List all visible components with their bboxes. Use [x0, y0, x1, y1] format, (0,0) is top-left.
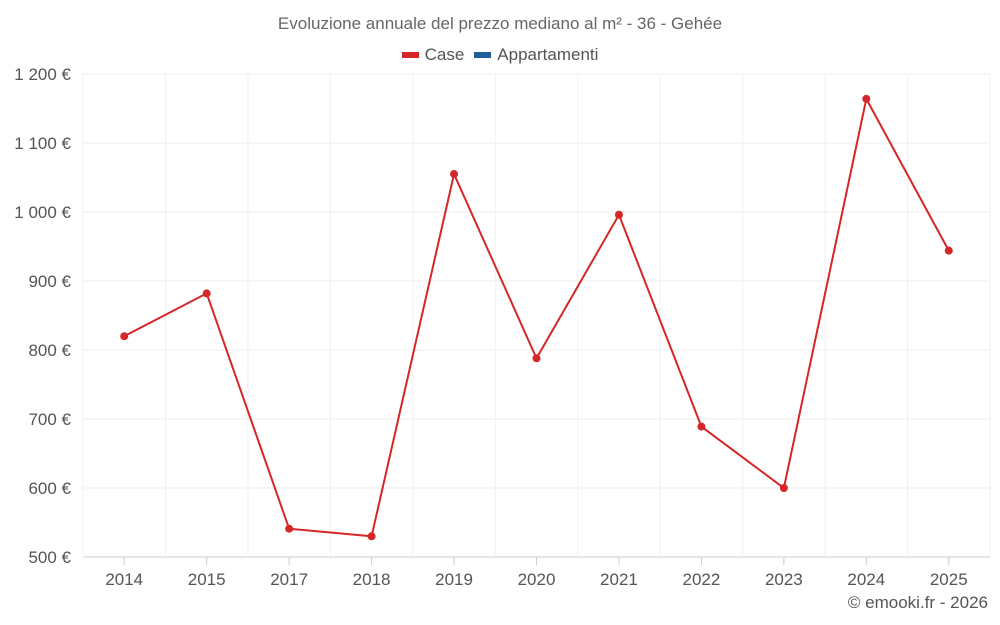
- data-point: [202, 289, 211, 298]
- x-tick-label: 2014: [105, 570, 143, 589]
- data-point: [120, 332, 129, 341]
- y-tick-label: 1 000 €: [14, 203, 71, 222]
- data-point: [367, 532, 376, 541]
- legend-label-appartamenti: Appartamenti: [497, 45, 599, 64]
- y-tick-label: 500 €: [28, 548, 71, 567]
- x-tick-label: 2024: [847, 570, 885, 589]
- legend-item-appartamenti[interactable]: Appartamenti: [474, 45, 598, 65]
- x-tick-label: 2018: [353, 570, 391, 589]
- y-tick-label: 700 €: [28, 410, 71, 429]
- y-tick-label: 900 €: [28, 272, 71, 291]
- y-tick-label: 1 200 €: [14, 65, 71, 84]
- chart-legend: Case Appartamenti: [0, 45, 1000, 65]
- credit-text: © emooki.fr - 2026: [847, 593, 988, 612]
- x-tick-label: 2019: [435, 570, 473, 589]
- data-point: [779, 484, 788, 492]
- legend-swatch-case: [401, 52, 419, 58]
- data-point: [944, 246, 953, 255]
- y-tick-label: 600 €: [28, 479, 71, 498]
- x-tick-label: 2021: [600, 570, 638, 589]
- legend-item-case[interactable]: Case: [401, 45, 465, 65]
- x-tick-label: 2017: [270, 570, 308, 589]
- legend-swatch-appartamenti: [474, 52, 492, 58]
- chart-title: Evoluzione annuale del prezzo mediano al…: [277, 14, 723, 33]
- y-tick-label: 800 €: [28, 341, 71, 360]
- x-tick-label: 2015: [188, 570, 226, 589]
- x-tick-label: 2022: [682, 570, 720, 589]
- x-tick-label: 2025: [930, 570, 968, 589]
- data-point: [532, 354, 541, 363]
- legend-label-case: Case: [424, 45, 465, 64]
- data-point: [697, 422, 706, 431]
- data-point: [614, 210, 623, 219]
- data-point: [862, 94, 871, 103]
- y-tick-label: 1 100 €: [14, 134, 71, 153]
- data-point: [285, 524, 294, 533]
- data-point: [450, 170, 459, 179]
- x-tick-label: 2023: [765, 570, 803, 589]
- x-tick-label: 2020: [518, 570, 556, 589]
